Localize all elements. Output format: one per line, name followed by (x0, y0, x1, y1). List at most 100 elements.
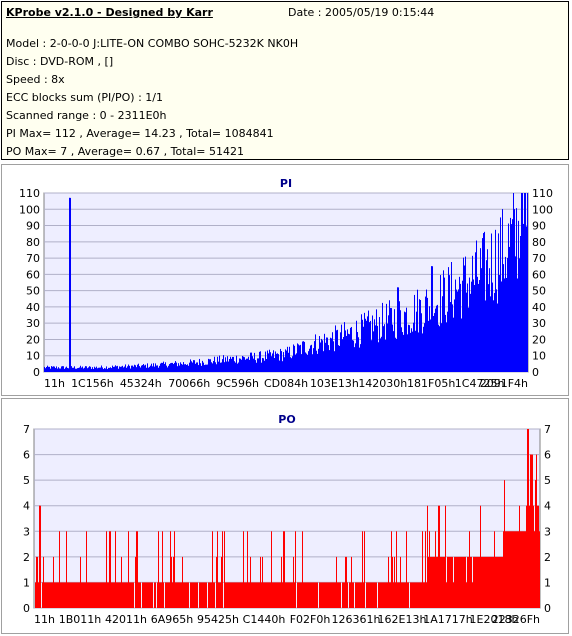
pi-bar (178, 363, 179, 372)
pi-bar (426, 289, 427, 372)
po-bar (76, 582, 77, 608)
pi-ytick-right: 10 (532, 350, 546, 363)
pi-bar (492, 282, 493, 372)
po-bar (219, 582, 220, 608)
po-bar (214, 582, 215, 608)
pi-bar (51, 366, 52, 372)
po-bar (145, 582, 146, 608)
pi-bar (105, 368, 106, 372)
po-bar (489, 556, 490, 608)
po-bar (361, 582, 362, 608)
pi-bar (259, 351, 260, 372)
po-spike (530, 454, 532, 608)
po-bar (433, 556, 434, 608)
po-bar (505, 531, 506, 608)
po-bar (449, 556, 450, 608)
po-bar (245, 582, 246, 608)
po-bar (345, 556, 346, 608)
pi-bar (347, 329, 348, 372)
pi-bar (445, 314, 446, 372)
po-bar (349, 582, 350, 608)
pi-bar (395, 337, 396, 372)
po-xtick: 1A1717h (423, 613, 473, 626)
pi-bar (130, 368, 131, 372)
po-ytick-left: 4 (23, 500, 30, 513)
pi-bar (417, 289, 418, 372)
pi-bar (305, 352, 306, 372)
po-bar (265, 582, 266, 608)
pi-bar (266, 359, 267, 372)
pi-bar (326, 337, 327, 372)
pi-bar (153, 363, 154, 372)
pi-bar (471, 281, 472, 372)
pi-chart-panel: 0 0 10 10 20 20 30 30 40 40 50 50 60 60 70 70 80 80 90 90 10… (1, 164, 569, 396)
pi-bar (289, 346, 290, 372)
pi-bar (167, 367, 168, 372)
po-bar (525, 531, 526, 608)
po-bar (70, 582, 71, 608)
po-bar (483, 556, 484, 608)
po-bar (328, 582, 329, 608)
po-bar (310, 582, 311, 608)
po-bar (538, 505, 539, 608)
po-bar (154, 582, 155, 608)
po-title: PO (278, 413, 295, 426)
po-bar (91, 582, 92, 608)
po-bar (251, 582, 252, 608)
po-bar (455, 556, 456, 608)
po-bar (58, 582, 59, 608)
pi-bar (57, 368, 58, 372)
pi-bar (385, 339, 386, 372)
pi-bar (473, 279, 474, 372)
po-bar (160, 582, 161, 608)
pi-bar (321, 338, 322, 372)
pi-bar (290, 357, 291, 372)
po-bar (258, 582, 259, 608)
pi-bar (247, 358, 248, 372)
po-bar (514, 531, 515, 608)
po-bar (397, 582, 398, 608)
pi-bar (516, 208, 517, 372)
po-bar (380, 582, 381, 608)
pi-bar (310, 345, 311, 372)
pi-bar (172, 362, 173, 372)
po-bar (75, 582, 76, 608)
pi-bar (340, 332, 341, 372)
pi-bar (527, 193, 528, 372)
po-bar (410, 582, 411, 608)
pi-bar (370, 320, 371, 372)
pi-bar (79, 367, 80, 372)
pi-bar (132, 365, 133, 372)
pi-bar (481, 268, 482, 372)
po-bar (360, 582, 361, 608)
po-bar (321, 582, 322, 608)
po-bar (256, 582, 257, 608)
po-bar (267, 582, 268, 608)
po-bar (497, 556, 498, 608)
po-bar (391, 531, 392, 608)
po-bar (469, 531, 470, 608)
po-bar (337, 582, 338, 608)
po-ytick-right: 1 (544, 576, 551, 589)
pi-bar (71, 366, 72, 372)
po-bar (463, 556, 464, 608)
po-bar (200, 582, 201, 608)
pi-bar (413, 322, 414, 372)
pi-bar (294, 345, 295, 372)
pi-bar (78, 367, 79, 372)
po-bar (461, 556, 462, 608)
pi-bar (430, 319, 431, 372)
po-bar (94, 582, 95, 608)
po-bar (393, 582, 394, 608)
po-bar (462, 556, 463, 608)
po-bar (140, 582, 141, 608)
po-bar (292, 582, 293, 608)
pi-bar (464, 265, 465, 372)
po-bar (69, 582, 70, 608)
pi-bar (322, 340, 323, 372)
pi-ytick-left: 110 (19, 187, 40, 200)
po-bar (190, 582, 191, 608)
pi-bar (254, 352, 255, 372)
pi-bar (517, 278, 518, 372)
po-bar (84, 582, 85, 608)
